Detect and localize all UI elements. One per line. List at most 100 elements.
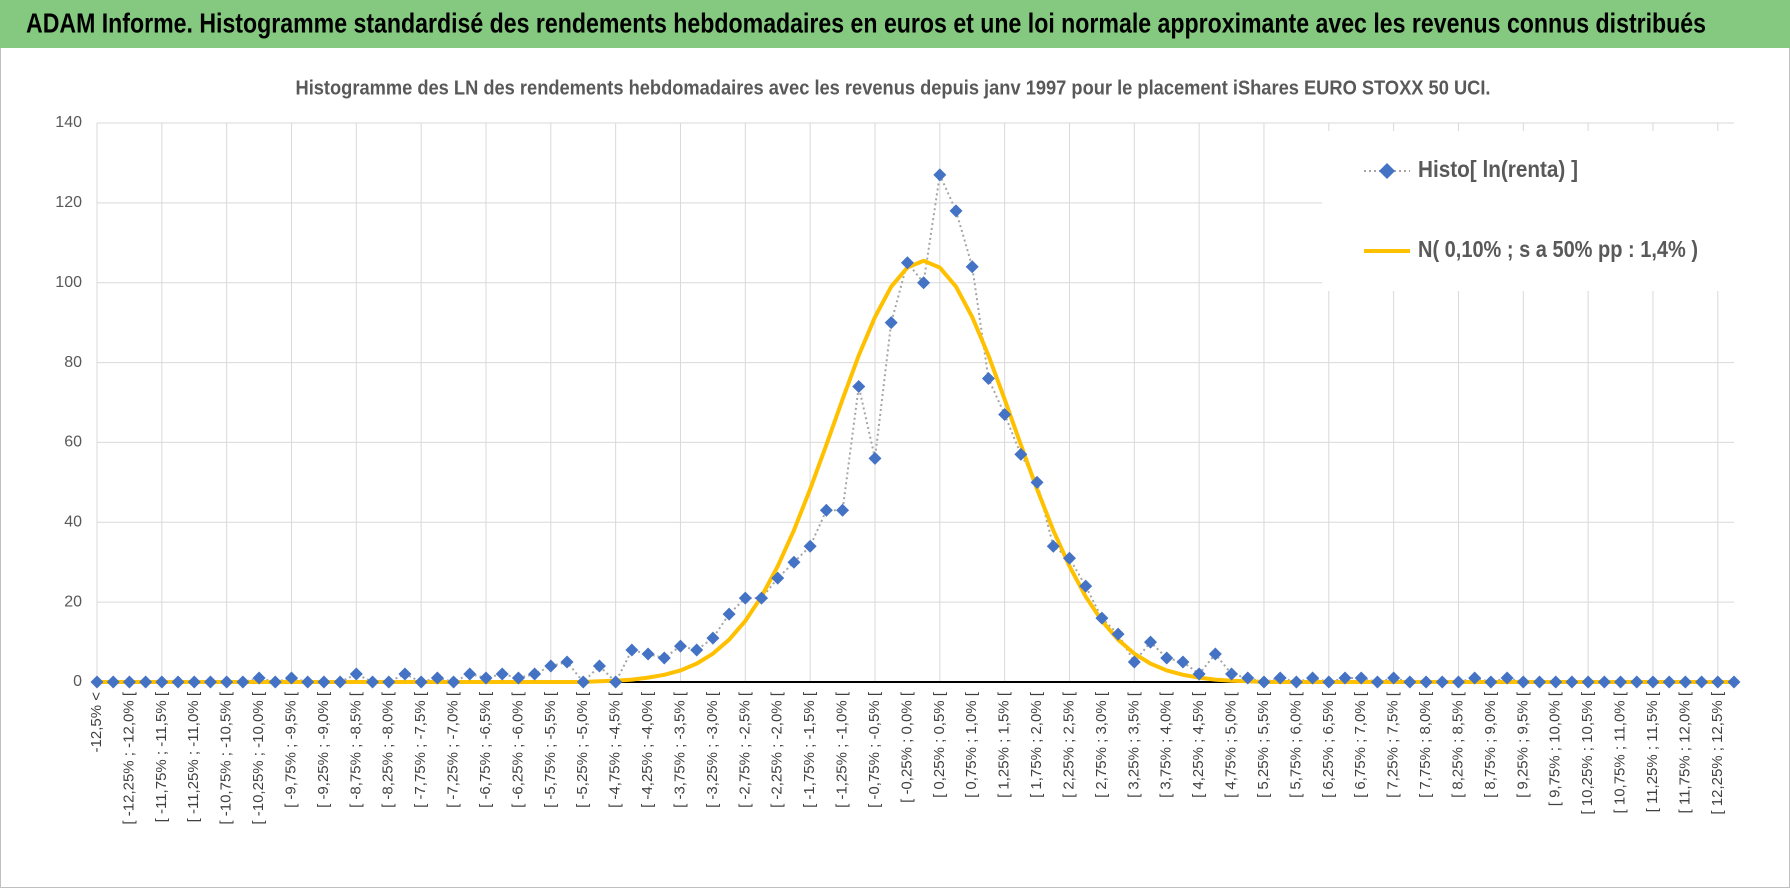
y-tick-label: 140 [55, 114, 82, 131]
x-tick-label: [ 7,25% ; 7,5% [ [1385, 691, 1402, 798]
x-tick-label: [ 0,75% ; 1,0% [ [963, 691, 980, 798]
y-tick-label: 0 [73, 673, 82, 690]
header-bar [0, 0, 1790, 48]
data-point [1549, 675, 1563, 689]
x-tick-label: [ 11,25% ; 11,5% [ [1644, 691, 1661, 812]
data-point [430, 671, 444, 685]
x-tick-label: [ 9,25% ; 9,5% [ [1514, 691, 1531, 798]
data-point [1273, 671, 1287, 685]
data-point [139, 675, 153, 689]
data-point [414, 675, 428, 689]
data-point [90, 675, 104, 689]
data-point [998, 407, 1012, 421]
x-tick-label: [ -4,25% ; -4,0% [ [639, 691, 656, 808]
x-tick-label: [ 12,25% ; 12,5% [ [1709, 691, 1726, 814]
data-point [1678, 675, 1692, 689]
data-point [122, 675, 136, 689]
data-point [1354, 671, 1368, 685]
data-point [1176, 655, 1190, 669]
data-point [1727, 675, 1741, 689]
x-tick-label: [ 10,75% ; 11,0% [ [1612, 691, 1629, 813]
data-point [1046, 539, 1060, 553]
y-tick-label: 40 [64, 514, 82, 531]
x-tick-label: [ -0,75% ; -0,5% [ [866, 691, 883, 808]
x-tick-label: [ -9,25% ; -9,0% [ [315, 691, 332, 808]
data-point [1435, 675, 1449, 689]
data-point [625, 643, 639, 657]
x-tick-label: [ 8,25% ; 8,5% [ [1449, 691, 1466, 798]
data-point [803, 539, 817, 553]
x-tick-label: [ -2,75% ; -2,5% [ [736, 691, 753, 808]
legend-label: N( 0,10% ; s a 50% pp : 1,4% ) [1418, 236, 1698, 262]
data-point [1630, 675, 1644, 689]
y-tick-label: 80 [64, 354, 82, 371]
data-point [1225, 667, 1239, 681]
data-point [1192, 667, 1206, 681]
data-point [236, 675, 250, 689]
data-point [1144, 635, 1158, 649]
data-point [1257, 675, 1271, 689]
data-point [1468, 671, 1482, 685]
data-point [641, 647, 655, 661]
x-tick-label: [ -10,75% ; -10,5% [ [218, 691, 235, 824]
data-point [1403, 675, 1417, 689]
data-point [819, 503, 833, 517]
x-tick-label: [ 0,25% ; 0,5% [ [931, 691, 948, 798]
data-point [333, 675, 347, 689]
data-point [738, 591, 752, 605]
x-tick-label: [ -6,75% ; -6,5% [ [477, 691, 494, 808]
data-point [1338, 671, 1352, 685]
data-point [933, 168, 947, 182]
data-point [1208, 647, 1222, 661]
data-point [1095, 611, 1109, 625]
data-point [1581, 675, 1595, 689]
data-point [1711, 675, 1725, 689]
x-tick-label: [ 7,75% ; 8,0% [ [1417, 691, 1434, 798]
x-tick-label: [ -7,25% ; -7,0% [ [445, 691, 462, 808]
data-point [268, 675, 282, 689]
data-point [917, 276, 931, 290]
x-tick-label: -12,5% < [88, 692, 105, 753]
x-tick-label: [ -6,25% ; -6,0% [ [509, 691, 526, 808]
x-tick-label: [ 8,75% ; 9,0% [ [1482, 691, 1499, 798]
data-point [284, 671, 298, 685]
legend-marker [1379, 163, 1395, 179]
data-point [1289, 675, 1303, 689]
x-tick-label: [ -9,75% ; -9,5% [ [282, 691, 299, 808]
x-tick-label: [ -0,25% ; 0,0% [ [898, 691, 915, 803]
data-point [398, 667, 412, 681]
data-point [495, 667, 509, 681]
x-tick-label: [ 5,75% ; 6,0% [ [1287, 691, 1304, 798]
data-point [349, 667, 363, 681]
data-point [949, 204, 963, 218]
x-tick-label: [ -4,75% ; -4,5% [ [607, 691, 624, 808]
grid: 0 20 40 60 80 100 120 140 -12,5% < [ -12,25% ; -1… [55, 114, 1734, 825]
data-point [301, 675, 315, 689]
data-point [1062, 551, 1076, 565]
data-point [1662, 675, 1676, 689]
x-tick-label: [ -8,75% ; -8,5% [ [347, 691, 364, 808]
x-tick-label: [ 3,25% ; 3,5% [ [1125, 691, 1142, 798]
data-point [852, 380, 866, 394]
x-tick-label: [ 9,75% ; 10,0% [ [1547, 691, 1564, 806]
data-point [317, 675, 331, 689]
data-point [1127, 655, 1141, 669]
y-tick-label: 100 [55, 274, 82, 291]
data-point [1370, 675, 1384, 689]
x-tick-label: [ -1,75% ; -1,5% [ [801, 691, 818, 808]
data-point [463, 667, 477, 681]
data-point [609, 675, 623, 689]
data-point [1451, 675, 1465, 689]
data-point [673, 639, 687, 653]
x-tick-label: [ -1,25% ; -1,0% [ [834, 691, 851, 808]
data-point [690, 643, 704, 657]
data-point [544, 659, 558, 673]
x-tick-label: [ 4,75% ; 5,0% [ [1223, 691, 1240, 798]
data-point [576, 675, 590, 689]
data-point [1695, 675, 1709, 689]
data-point [981, 372, 995, 386]
x-tick-label: [ -12,25% ; -12,0% [ [120, 691, 137, 824]
x-tick-label: [ -11,75% ; -11,5% [ [153, 691, 170, 822]
data-point [171, 675, 185, 689]
